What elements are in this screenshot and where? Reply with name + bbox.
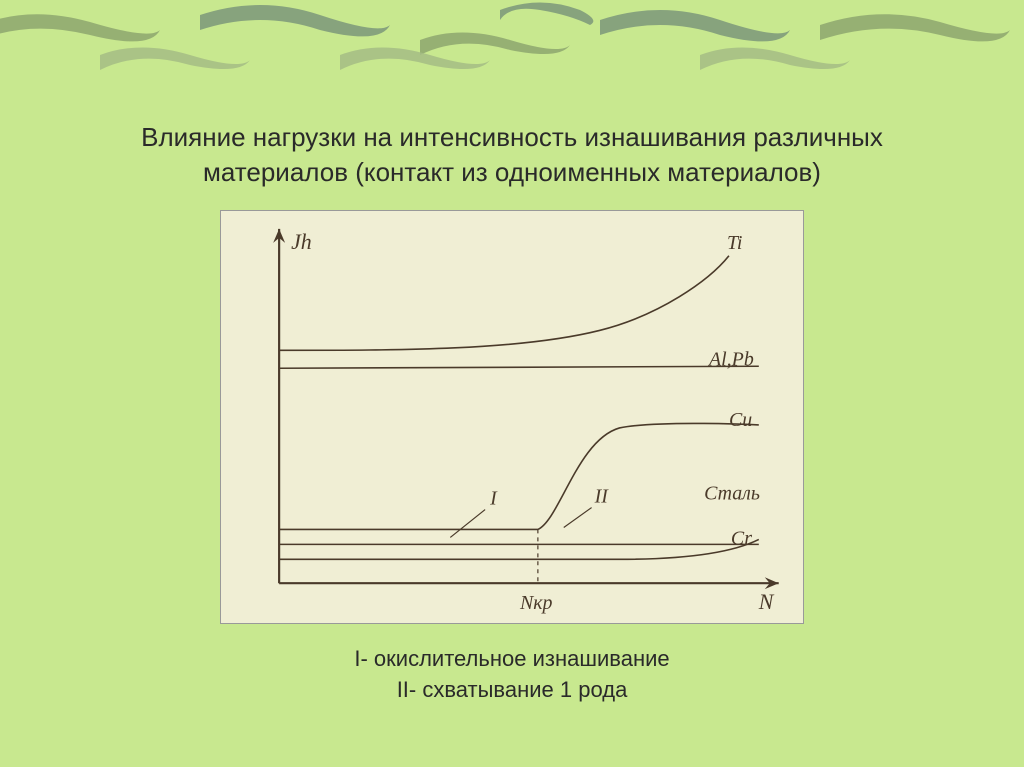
banner-svg (0, 0, 1024, 80)
caption-line2: II- схватывание 1 рода (397, 677, 628, 702)
title-line2: материалов (контакт из одноименных матер… (203, 157, 821, 187)
svg-text:Al,Pb: Al,Pb (707, 348, 754, 370)
svg-text:Nкр: Nкр (519, 592, 553, 614)
svg-text:N: N (758, 589, 775, 614)
svg-text:Сталь: Сталь (704, 483, 760, 505)
caption-line1: I- окислительное изнашивание (354, 646, 669, 671)
svg-text:II: II (594, 486, 610, 508)
decorative-banner (0, 0, 1024, 80)
chart-caption: I- окислительное изнашивание II- схватыв… (0, 624, 1024, 706)
wear-intensity-chart: JhNTiAl,PbCuСтальCrNкрIII (220, 210, 804, 624)
svg-text:I: I (489, 488, 498, 510)
slide-title: Влияние нагрузки на интенсивность изнаши… (0, 80, 1024, 210)
title-line1: Влияние нагрузки на интенсивность изнаши… (141, 122, 883, 152)
svg-text:Cr: Cr (731, 528, 752, 550)
svg-text:Cu: Cu (729, 409, 752, 431)
svg-text:Ti: Ti (727, 232, 743, 254)
svg-text:Jh: Jh (291, 229, 312, 254)
chart-svg: JhNTiAl,PbCuСтальCrNкрIII (221, 211, 803, 623)
